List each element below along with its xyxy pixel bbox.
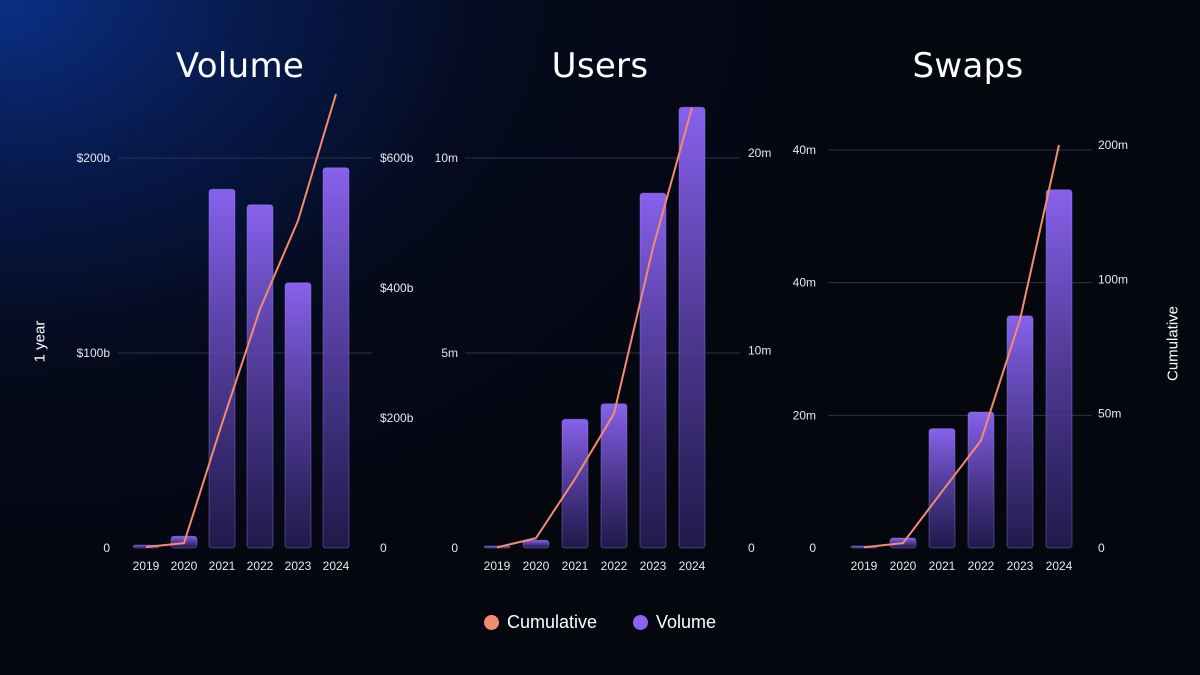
users-bar-2022: [600, 403, 628, 549]
volume-x-tick-label: 2022: [247, 559, 274, 573]
users-x-tick-label: 2024: [679, 559, 706, 573]
users-chart-title: Users: [551, 46, 649, 86]
swaps-right-tick-label: 50m: [1098, 407, 1121, 421]
volume-x-tick-label: 2019: [133, 559, 160, 573]
volume-bar-2024: [322, 167, 350, 549]
swaps-right-tick-label: 200m: [1098, 138, 1128, 152]
volume-bar-2022: [246, 204, 274, 549]
legend: Cumulative Volume: [0, 612, 1200, 633]
swaps-right-tick-label: 100m: [1098, 272, 1128, 286]
swaps-right-tick-label: 0: [1098, 541, 1105, 555]
swaps-x-tick-label: 2024: [1046, 559, 1073, 573]
users-x-tick-label: 2021: [562, 559, 589, 573]
users-right-tick-label: 20m: [748, 146, 771, 160]
volume-right-tick-label: $600b: [380, 151, 414, 165]
volume-cumulative-line: [145, 93, 337, 549]
swaps-bar-2021: [928, 428, 956, 549]
users-cumulative-line: [496, 107, 693, 549]
volume-x-tick-label: 2024: [323, 559, 350, 573]
right-axis-side-label: Cumulative: [1164, 305, 1182, 382]
swaps-chart-title: Swaps: [912, 46, 1024, 86]
volume-chart-title: Volume: [175, 46, 305, 86]
volume-right-tick-label: 0: [380, 541, 387, 555]
volume-swatch-icon: [633, 615, 648, 630]
swaps-x-tick-label: 2023: [1007, 559, 1034, 573]
volume-right-tick-label: $400b: [380, 281, 414, 295]
users-right-tick-label: 10m: [748, 344, 771, 358]
legend-label-cumulative: Cumulative: [506, 612, 597, 632]
swaps-x-tick-label: 2022: [968, 559, 995, 573]
volume-bar-2021: [208, 188, 236, 549]
volume-x-tick-label: 2021: [209, 559, 236, 573]
users-x-tick-label: 2022: [601, 559, 628, 573]
swaps-left-tick-label: 40m: [793, 143, 816, 157]
volume-right-tick-label: $200b: [380, 411, 414, 425]
legend-item-cumulative: Cumulative: [483, 612, 597, 633]
users-x-tick-label: 2020: [523, 559, 550, 573]
legend-label-volume: Volume: [656, 612, 717, 632]
swaps-x-tick-label: 2020: [890, 559, 917, 573]
users-left-tick-label: 5m: [441, 346, 458, 360]
swaps-left-tick-label: 0: [809, 541, 816, 555]
volume-x-tick-label: 2020: [171, 559, 198, 573]
volume-left-tick-label: 0: [103, 541, 110, 555]
users-x-tick-label: 2023: [640, 559, 667, 573]
users-bar-2021: [561, 418, 589, 549]
swaps-bar-2022: [967, 411, 995, 549]
users-right-tick-label: 0: [748, 541, 755, 555]
swaps-left-tick-label: 40m: [793, 276, 816, 290]
swaps-x-tick-label: 2021: [929, 559, 956, 573]
volume-left-tick-label: $200b: [77, 151, 111, 165]
swaps-bar-2024: [1045, 189, 1073, 549]
swaps-x-tick-label: 2019: [851, 559, 878, 573]
users-left-tick-label: 10m: [435, 151, 458, 165]
users-bar-2023: [639, 192, 667, 549]
swaps-cumulative-line: [863, 144, 1060, 549]
users-bar-2020: [522, 539, 550, 549]
volume-bar-2023: [284, 282, 312, 549]
left-axis-side-label: 1 year: [31, 320, 49, 363]
users-bar-2024: [678, 106, 706, 549]
users-x-tick-label: 2019: [484, 559, 511, 573]
volume-left-tick-label: $100b: [77, 346, 111, 360]
cumulative-swatch-icon: [483, 615, 499, 630]
volume-x-tick-label: 2023: [285, 559, 312, 573]
legend-item-volume: Volume: [633, 612, 716, 633]
swaps-left-tick-label: 20m: [793, 408, 816, 422]
users-left-tick-label: 0: [451, 541, 458, 555]
